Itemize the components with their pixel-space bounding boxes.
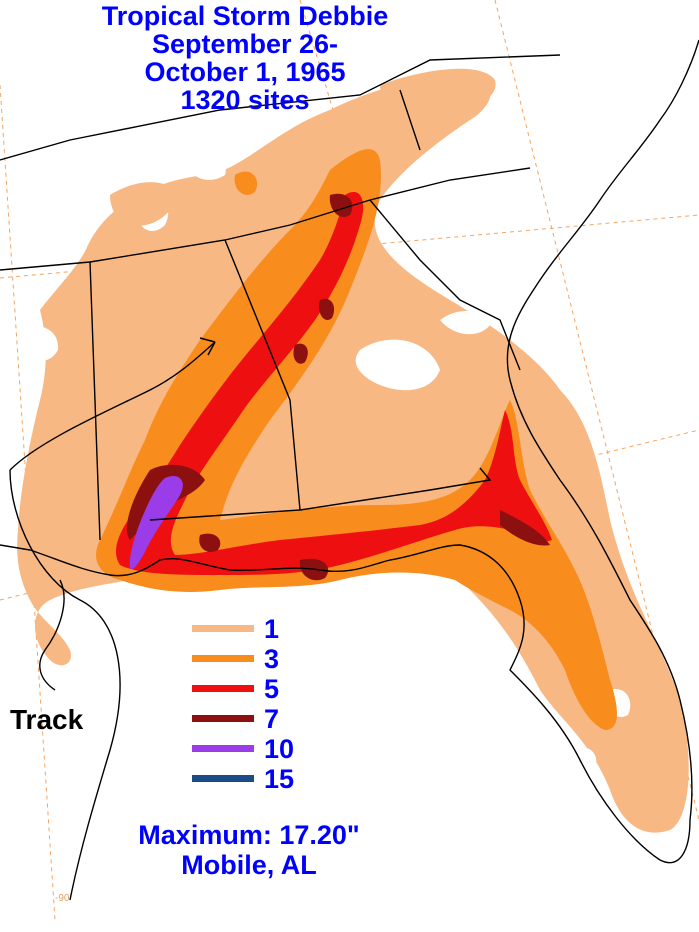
legend-item: 5 (188, 674, 308, 704)
rain-zone-5in (115, 191, 552, 576)
legend-label: 1 (264, 614, 280, 644)
legend-item: 7 (188, 704, 308, 734)
legend-swatch (192, 685, 254, 692)
rain-zone-10in (129, 475, 183, 570)
legend-label: 7 (264, 704, 280, 734)
rain-zone-3in (96, 149, 617, 731)
longitude-label: -90 (55, 893, 70, 904)
track-arrow (199, 337, 216, 356)
legend-label: 5 (264, 674, 280, 704)
maximum-rainfall: Maximum: 17.20" Mobile, AL (104, 820, 394, 880)
legend-item: 1 (188, 614, 308, 644)
map-title: Tropical Storm Debbie September 26- Octo… (60, 2, 430, 114)
legend-label: 3 (264, 644, 280, 674)
legend-swatch (192, 655, 254, 662)
maximum-value: Maximum: 17.20" (138, 820, 360, 850)
state-borders (0, 39, 699, 901)
title-line-2: September 26- (151, 29, 339, 59)
legend-swatch (192, 625, 254, 632)
legend-swatch (192, 745, 254, 752)
legend-label: 10 (264, 734, 295, 764)
legend-item: 10 (188, 734, 308, 764)
title-line-3: October 1, 1965 (144, 57, 346, 87)
legend-item: 3 (188, 644, 308, 674)
legend-swatch (192, 775, 254, 782)
legend-item: 15 (188, 764, 308, 794)
legend-label: 15 (264, 764, 295, 794)
maximum-location: Mobile, AL (181, 850, 317, 880)
legend-swatch (192, 715, 254, 722)
legend: 1 3 5 7 10 15 (188, 614, 308, 794)
title-line-1: Tropical Storm Debbie (101, 1, 389, 31)
track-label: Track (10, 704, 84, 735)
title-line-4: 1320 sites (180, 85, 310, 115)
